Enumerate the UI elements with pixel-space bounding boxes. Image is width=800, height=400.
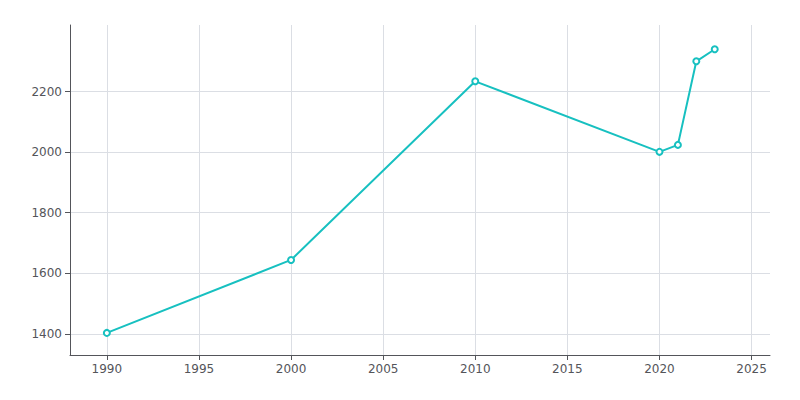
svg-text:2015: 2015 [552, 362, 583, 376]
svg-text:1600: 1600 [31, 266, 62, 280]
svg-text:1400: 1400 [31, 327, 62, 341]
svg-text:2005: 2005 [368, 362, 399, 376]
svg-text:2010: 2010 [460, 362, 491, 376]
svg-text:1995: 1995 [184, 362, 215, 376]
svg-text:1990: 1990 [92, 362, 123, 376]
svg-text:2020: 2020 [644, 362, 675, 376]
svg-text:1800: 1800 [31, 206, 62, 220]
svg-text:2200: 2200 [31, 85, 62, 99]
svg-text:2025: 2025 [736, 362, 767, 376]
svg-text:2000: 2000 [31, 145, 62, 159]
svg-text:2000: 2000 [276, 362, 307, 376]
